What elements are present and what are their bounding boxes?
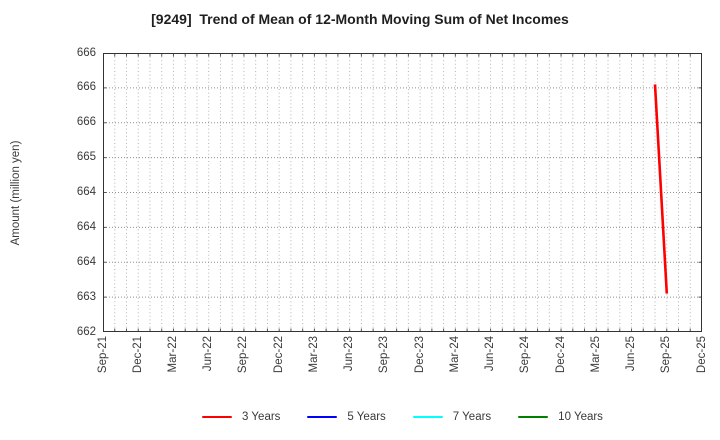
x-tick-label: Jun-23	[343, 336, 356, 372]
legend-line-swatch-10-years	[518, 415, 549, 419]
legend-line-swatch-3-years	[202, 415, 233, 419]
x-tick-label: Mar-22	[166, 336, 179, 373]
x-tick-label: Jun-24	[484, 336, 497, 372]
x-tick-label: Mar-25	[589, 336, 602, 373]
x-tick-label: Dec-25	[695, 336, 708, 374]
legend-item-10-years: 10 Years	[518, 411, 603, 423]
x-tick-label: Dec-24	[554, 336, 567, 374]
y-tick-label: 666	[76, 81, 96, 94]
legend-label-5-years: 5 Years	[347, 411, 386, 423]
plot-area	[103, 53, 702, 332]
x-tick-label: Mar-24	[448, 336, 461, 373]
legend-line-swatch-5-years	[307, 415, 338, 419]
x-tick-label: Dec-22	[272, 336, 285, 374]
x-tick-label: Sep-25	[660, 336, 673, 374]
y-tick-label: 666	[76, 116, 96, 129]
y-tick-label: 666	[76, 46, 96, 59]
x-tick-label: Dec-21	[131, 336, 144, 374]
legend-item-5-years: 5 Years	[307, 411, 386, 423]
axes-border	[103, 53, 702, 332]
chart-title: [9249] Trend of Mean of 12-Month Moving …	[151, 11, 569, 27]
y-tick-label: 664	[76, 186, 96, 198]
x-tick-label: Jun-25	[625, 336, 638, 372]
legend-line-swatch-7-years	[412, 415, 443, 419]
y-tick-label: 663	[76, 290, 96, 303]
series-line-3-years	[653, 84, 669, 294]
y-tick-label: 664	[76, 220, 96, 233]
x-tick-label: Mar-23	[307, 336, 320, 373]
y-axis-label: Amount (million yen)	[10, 140, 22, 246]
x-tick-label: Jun-22	[202, 336, 215, 372]
plot-canvas	[103, 53, 702, 332]
chart-legend: 3 Years 5 Years 7 Years 10 Years	[103, 407, 702, 427]
legend-label-10-years: 10 Years	[558, 411, 603, 423]
legend-label-3-years: 3 Years	[242, 411, 281, 423]
legend-label-7-years: 7 Years	[452, 411, 492, 423]
y-tick-label: 664	[76, 255, 96, 268]
x-tick-label: Dec-23	[413, 336, 426, 374]
legend-item-7-years: 7 Years	[412, 411, 492, 423]
y-tick-label: 662	[76, 325, 96, 338]
legend-item-3-years: 3 Years	[202, 411, 280, 423]
x-tick-label: Sep-24	[519, 336, 532, 374]
x-tick-label: Sep-21	[96, 336, 109, 374]
y-tick-label: 665	[76, 151, 96, 164]
x-tick-label: Sep-22	[237, 336, 250, 374]
x-tick-label: Sep-23	[378, 336, 391, 374]
